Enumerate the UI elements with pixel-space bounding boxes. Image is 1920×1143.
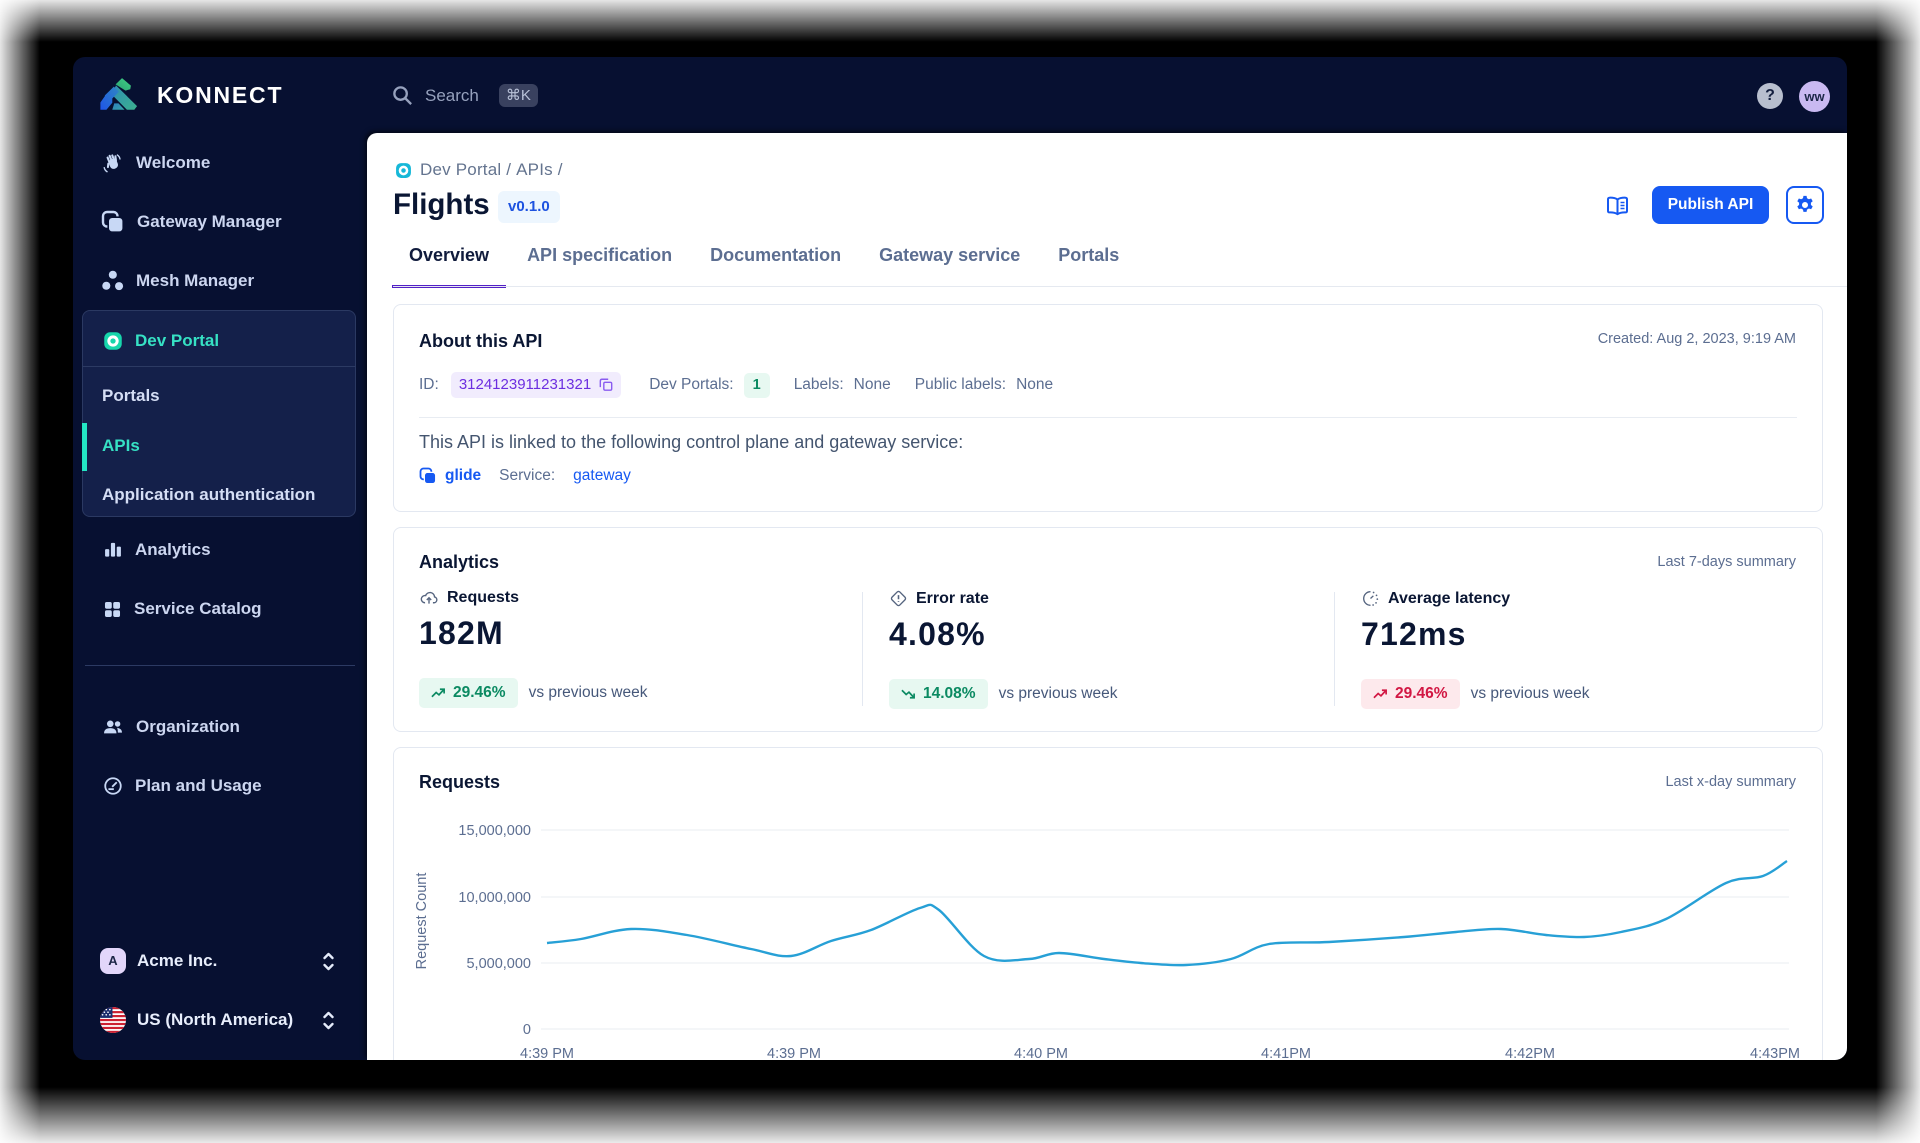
svg-text:4:40 PM: 4:40 PM bbox=[1014, 1046, 1068, 1060]
svg-text:4:41PM: 4:41PM bbox=[1261, 1046, 1311, 1060]
svg-text:Request Count: Request Count bbox=[414, 873, 430, 970]
svg-text:0: 0 bbox=[523, 1022, 531, 1038]
svg-text:4:42PM: 4:42PM bbox=[1505, 1046, 1555, 1060]
svg-text:4:43PM: 4:43PM bbox=[1750, 1046, 1800, 1060]
svg-text:5,000,000: 5,000,000 bbox=[466, 956, 531, 972]
svg-text:10,000,000: 10,000,000 bbox=[458, 890, 531, 906]
svg-text:4:39 PM: 4:39 PM bbox=[767, 1046, 821, 1060]
svg-text:4:39 PM: 4:39 PM bbox=[520, 1046, 574, 1060]
svg-text:15,000,000: 15,000,000 bbox=[458, 823, 531, 839]
